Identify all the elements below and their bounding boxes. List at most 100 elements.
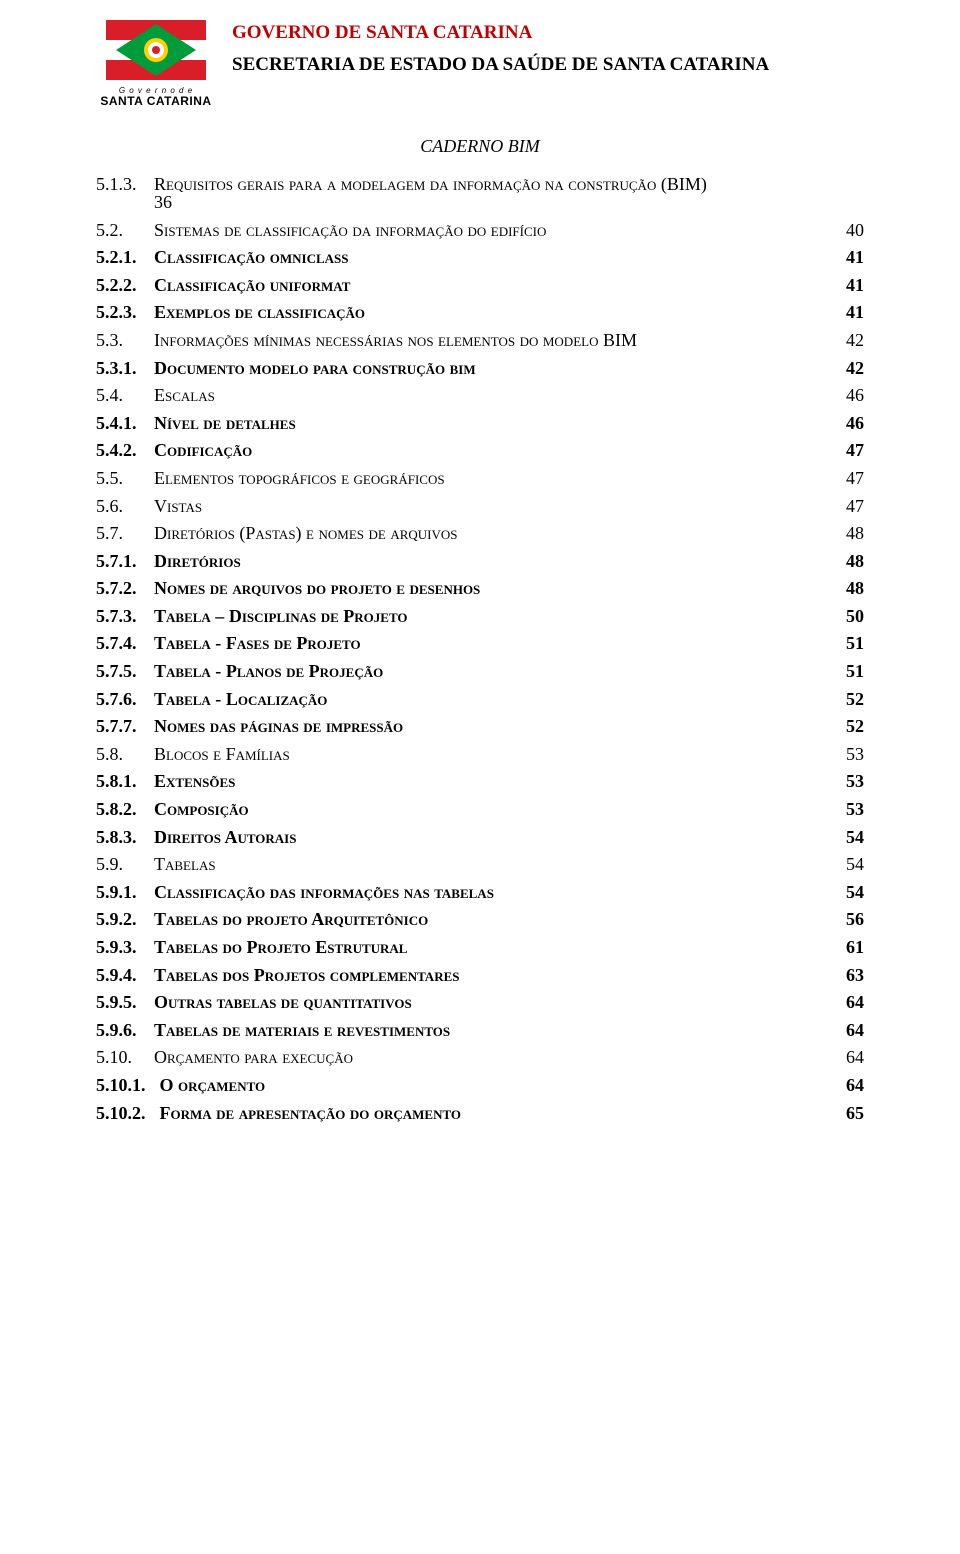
toc-number: 5.7.5. <box>96 662 154 680</box>
toc-page-number: 53 <box>840 772 864 790</box>
toc-leader-dots <box>410 621 838 622</box>
toc-leader-dots <box>496 897 838 898</box>
toc-page-number: 54 <box>840 855 864 873</box>
toc-row: 5.9.4.Tabelas dos Projetos complementare… <box>96 966 864 984</box>
toc-page-number: 41 <box>840 248 864 266</box>
toc-number: 5.8.3. <box>96 828 154 846</box>
header-title-2: SECRETARIA DE ESTADO DA SAÚDE DE SANTA C… <box>232 54 864 76</box>
toc-title: Informações mínimas necessárias nos elem… <box>154 331 637 349</box>
toc-row: 5.4.Escalas46 <box>96 386 864 404</box>
toc-row: 5.7.6.Tabela - Localização52 <box>96 690 864 708</box>
toc-page-number: 40 <box>840 221 864 239</box>
toc-number: 5.4.2. <box>96 441 154 459</box>
toc-leader-dots <box>461 980 838 981</box>
toc-row: 5.10.2.Forma de apresentação do orçament… <box>96 1104 864 1122</box>
toc-leader-dots <box>352 290 838 291</box>
toc-number: 5.2.2. <box>96 276 154 294</box>
toc-leader-dots <box>298 428 838 429</box>
toc-number: 5.7.6. <box>96 690 154 708</box>
toc-number: 5.9.4. <box>96 966 154 984</box>
toc-number: 5.1.3. <box>96 175 154 193</box>
toc-leader-dots <box>430 924 838 925</box>
toc-title: Exemplos de classificação <box>154 303 365 321</box>
toc-leader-dots <box>237 786 838 787</box>
toc-row: 5.3.1.Documento modelo para construção b… <box>96 359 864 377</box>
toc-row: 5.9.6.Tabelas de materiais e revestiment… <box>96 1021 864 1039</box>
toc-page-number: 48 <box>840 579 864 597</box>
toc-page-number: 63 <box>840 966 864 984</box>
toc-title: O orçamento <box>160 1076 266 1094</box>
toc-page-number: 52 <box>840 717 864 735</box>
toc-title: Vistas <box>154 497 202 515</box>
toc-leader-dots <box>243 566 838 567</box>
toc-title: Tabela – Disciplinas de Projeto <box>154 607 408 625</box>
toc-row: 5.7.Diretórios (Pastas) e nomes de arqui… <box>96 524 864 542</box>
toc-row: 5.6.Vistas 47 <box>96 497 864 515</box>
toc-number: 5.9.1. <box>96 883 154 901</box>
toc-title: Extensões <box>154 772 235 790</box>
toc-title: Tabela - Localização <box>154 690 327 708</box>
toc-row: 5.10.Orçamento para execução64 <box>96 1048 864 1066</box>
toc-page-number: 50 <box>840 607 864 625</box>
toc-number: 5.7. <box>96 524 154 542</box>
toc-leader-dots <box>355 1062 838 1063</box>
toc-leader-dots <box>639 345 838 346</box>
toc-leader-dots <box>251 814 838 815</box>
toc-page-number: 41 <box>840 276 864 294</box>
toc-title: Tabela - Fases de Projeto <box>154 634 361 652</box>
toc-row: 5.4.2.Codificação47 <box>96 441 864 459</box>
toc-title: Nomes das páginas de impressão <box>154 717 403 735</box>
toc-number: 5.6. <box>96 497 154 515</box>
toc-leader-dots <box>409 952 838 953</box>
toc-row: 5.7.4.Tabela - Fases de Projeto51 <box>96 634 864 652</box>
toc-leader-dots <box>463 1118 838 1119</box>
header-title-1: GOVERNO DE SANTA CATARINA <box>232 22 864 44</box>
toc-title: Diretórios (Pastas) e nomes de arquivos <box>154 524 458 542</box>
flag-icon <box>106 20 206 80</box>
toc-row: 5.7.2.Nomes de arquivos do projeto e des… <box>96 579 864 597</box>
toc-page-number: 42 <box>840 359 864 377</box>
toc-row: 5.7.1.Diretórios48 <box>96 552 864 570</box>
toc-title: Sistemas de classificação da informação … <box>154 221 546 239</box>
table-of-contents: 5.1.3.Requisitos gerais para a modelagem… <box>96 175 864 1122</box>
toc-title: Tabelas de materiais e revestimentos <box>154 1021 450 1039</box>
toc-leader-dots <box>292 759 838 760</box>
toc-number: 5.4. <box>96 386 154 404</box>
toc-leader-dots <box>405 731 838 732</box>
toc-leader-dots <box>217 400 838 401</box>
toc-title: Tabelas <box>154 855 216 873</box>
toc-page-number: 47 <box>840 441 864 459</box>
toc-number: 5.5. <box>96 469 154 487</box>
toc-number: 5.3.1. <box>96 359 154 377</box>
toc-row: 5.9.2.Tabelas do projeto Arquitetônico56 <box>96 910 864 928</box>
toc-title: Documento modelo para construção bim <box>154 359 476 377</box>
toc-number: 5.9.2. <box>96 910 154 928</box>
toc-page-number: 51 <box>840 634 864 652</box>
toc-page-number: 64 <box>840 993 864 1011</box>
toc-page-number: 61 <box>840 938 864 956</box>
toc-number: 5.10. <box>96 1048 154 1066</box>
toc-row: 5.9.5.Outras tabelas de quantitativos64 <box>96 993 864 1011</box>
toc-number: 5.9.3. <box>96 938 154 956</box>
toc-row: 5.10.1.O orçamento64 <box>96 1076 864 1094</box>
toc-leader-dots <box>218 869 838 870</box>
toc-number: 5.7.3. <box>96 607 154 625</box>
toc-leader-dots <box>414 1007 838 1008</box>
toc-number: 5.8. <box>96 745 154 763</box>
toc-title: Direitos Autorais <box>154 828 296 846</box>
toc-page-number: 51 <box>840 662 864 680</box>
toc-title-wrap: 36 <box>154 193 172 211</box>
logo-block: G o v e r n o d e SANTA CATARINA <box>96 20 216 108</box>
toc-page-number: 53 <box>840 800 864 818</box>
toc-leader-dots <box>254 455 838 456</box>
toc-page-number: 47 <box>840 497 864 515</box>
toc-title: Diretórios <box>154 552 241 570</box>
toc-page-number: 65 <box>840 1104 864 1122</box>
toc-title: Classificação das informações nas tabela… <box>154 883 494 901</box>
toc-number: 5.4.1. <box>96 414 154 432</box>
toc-page-number: 53 <box>840 745 864 763</box>
toc-page-number: 48 <box>840 524 864 542</box>
toc-leader-dots <box>204 511 838 512</box>
toc-leader-dots <box>447 483 838 484</box>
toc-title: Elementos topográficos e geográficos <box>154 469 445 487</box>
